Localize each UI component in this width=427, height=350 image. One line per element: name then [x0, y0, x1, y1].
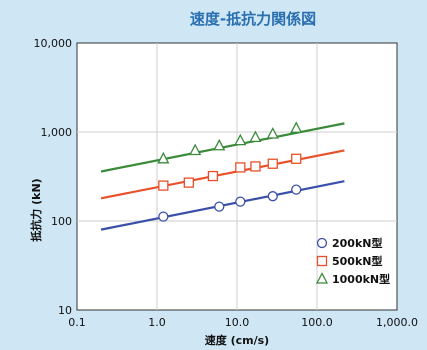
x-tick-label: 1,000.0: [376, 316, 418, 329]
legend-label: 1000kN型: [332, 272, 390, 286]
data-point-square: [235, 162, 246, 173]
x-tick-label: 1.0: [148, 316, 166, 329]
y-tick-label: 1,000: [41, 126, 73, 139]
tick-labels: 0.1 1.0 10.0 100.0 1,000.0 10 100 1,000 10,000: [34, 37, 419, 329]
x-tick-label: 10.0: [225, 316, 250, 329]
data-point-circle: [291, 184, 302, 195]
legend-label: 200kN型: [332, 236, 382, 250]
data-point-circle: [267, 191, 278, 202]
x-tick-label: 100.0: [301, 316, 333, 329]
y-tick-label: 10,000: [34, 37, 73, 50]
data-point-triangle: [213, 138, 226, 151]
legend-label: 500kN型: [332, 254, 382, 268]
data-point-square: [250, 161, 261, 172]
legend-marker-square: [316, 255, 328, 267]
data-point-square: [267, 158, 278, 169]
data-point-circle: [158, 211, 169, 222]
y-axis-label: 抵抗力 (kN): [29, 178, 43, 241]
data-point-triangle: [234, 133, 247, 146]
x-axis-label: 速度 (cm/s): [205, 333, 269, 347]
x-tick-label: 0.1: [68, 316, 86, 329]
data-point-square: [207, 170, 219, 182]
y-tick-label: 10: [58, 304, 72, 317]
data-point-triangle: [157, 151, 170, 164]
chart-title: 速度-抵抗力関係図: [190, 10, 316, 28]
data-point-triangle: [290, 121, 303, 133]
data-point-square: [158, 180, 169, 191]
data-point-circle: [214, 201, 225, 212]
data-point-circle: [235, 196, 246, 207]
data-point-triangle: [249, 130, 262, 143]
data-point-square: [291, 153, 302, 164]
grid-lines: [77, 43, 397, 310]
legend: 200kN型 500kN型 1000kN型: [315, 236, 390, 286]
data-point-triangle: [266, 127, 279, 139]
legend-marker-triangle: [315, 272, 329, 284]
legend-marker-circle: [316, 237, 328, 249]
y-tick-label: 100: [51, 215, 72, 228]
data-points: [157, 121, 303, 222]
data-point-triangle: [189, 143, 202, 156]
fit-line-square: [100, 149, 345, 200]
data-point-square: [183, 177, 194, 188]
